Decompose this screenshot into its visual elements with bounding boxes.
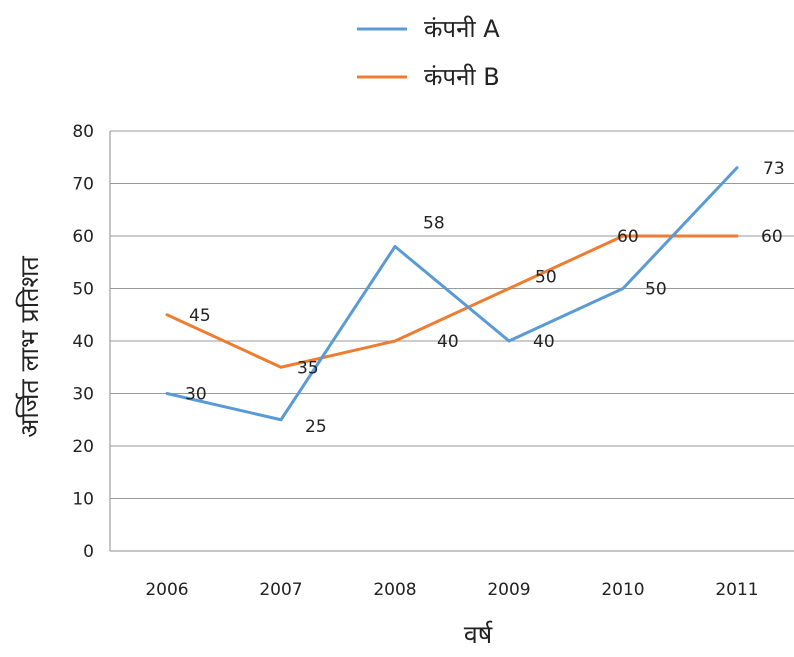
y-tick-label: 60	[72, 227, 94, 247]
x-tick-label: 2010	[601, 580, 644, 600]
x-tick-label: 2011	[715, 580, 758, 600]
y-tick-label: 30	[72, 385, 94, 405]
data-label-series-a: 40	[533, 332, 555, 352]
y-tick-label: 10	[72, 490, 94, 510]
data-label-series-a: 25	[305, 417, 327, 437]
x-tick-label: 2008	[373, 580, 416, 600]
data-label-series-a: 58	[423, 214, 445, 234]
legend-label-series-b: कंपनी B	[424, 63, 500, 91]
data-label-series-b: 60	[761, 227, 783, 247]
y-tick-label: 70	[72, 175, 94, 195]
y-axis-title: अर्जित लाभ प्रतिशत	[15, 256, 44, 438]
data-label-series-a: 30	[185, 385, 207, 405]
data-label-series-b: 60	[617, 227, 639, 247]
legend: कंपनी A कंपनी B	[357, 15, 500, 91]
x-axis-ticks: 2006 2007 2008 2009 2010 2011	[145, 580, 758, 600]
x-tick-label: 2006	[145, 580, 188, 600]
data-label-series-b: 50	[535, 268, 557, 288]
data-label-series-a: 73	[763, 159, 785, 179]
series-line-a	[165, 166, 739, 422]
x-tick-label: 2009	[487, 580, 530, 600]
data-labels: 30 25 58 40 50 73 45 35 40 50 60 60	[185, 159, 785, 437]
y-tick-label: 0	[83, 542, 94, 562]
data-label-series-b: 40	[437, 332, 459, 352]
x-tick-label: 2007	[259, 580, 302, 600]
y-tick-label: 20	[72, 437, 94, 457]
series-lines	[165, 166, 739, 422]
y-tick-label: 40	[72, 332, 94, 352]
y-tick-label: 50	[72, 280, 94, 300]
series-line-b	[165, 234, 739, 369]
data-label-series-b: 35	[297, 358, 319, 378]
x-axis-title: वर्ष	[464, 620, 493, 649]
y-axis-ticks: 0 10 20 30 40 50 60 70 80	[72, 122, 94, 562]
data-label-series-b: 45	[189, 306, 211, 326]
y-tick-label: 80	[72, 122, 94, 142]
legend-label-series-a: कंपनी A	[424, 15, 500, 43]
data-label-series-a: 50	[645, 280, 667, 300]
